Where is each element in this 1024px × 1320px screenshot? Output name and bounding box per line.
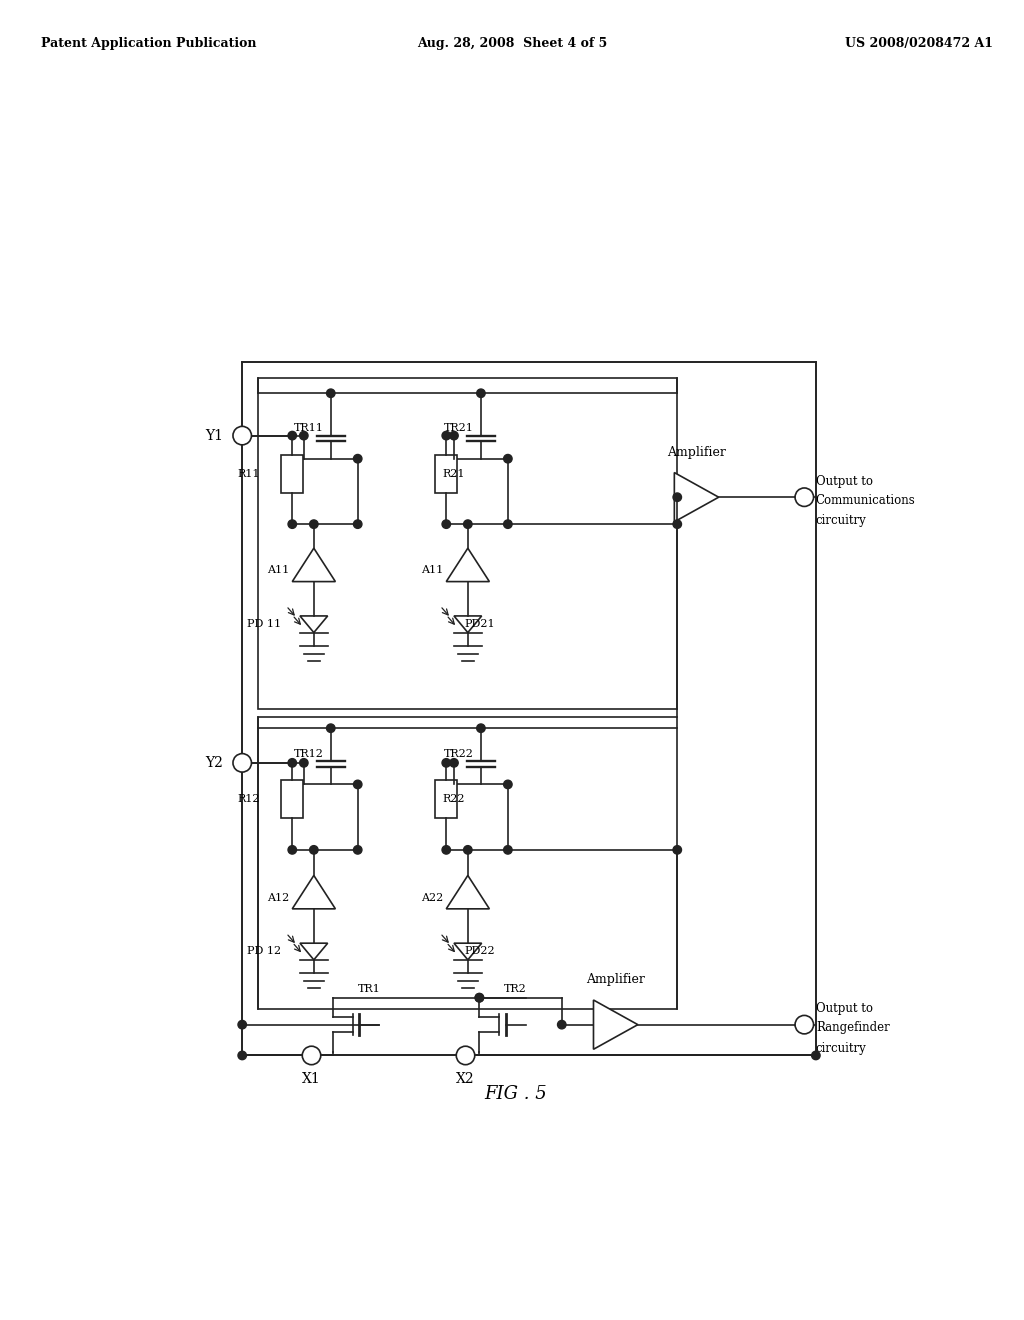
- Text: Amplifier: Amplifier: [586, 973, 645, 986]
- Circle shape: [557, 1020, 566, 1028]
- Bar: [435, 780, 457, 818]
- Text: A11: A11: [267, 565, 289, 576]
- Text: Y1: Y1: [205, 429, 223, 442]
- Bar: [282, 455, 303, 494]
- Circle shape: [812, 1051, 820, 1060]
- Circle shape: [288, 520, 297, 528]
- Bar: [435, 455, 457, 494]
- Text: A12: A12: [267, 892, 289, 903]
- Polygon shape: [446, 548, 489, 582]
- Text: TR1: TR1: [357, 983, 381, 994]
- Circle shape: [475, 994, 483, 1002]
- Text: PD 11: PD 11: [248, 619, 282, 630]
- Polygon shape: [675, 473, 719, 521]
- Circle shape: [442, 520, 451, 528]
- Circle shape: [673, 846, 682, 854]
- Text: circuitry: circuitry: [816, 515, 866, 527]
- Circle shape: [504, 520, 512, 528]
- Circle shape: [238, 1051, 247, 1060]
- Text: FIG . 5: FIG . 5: [484, 1085, 547, 1104]
- Circle shape: [464, 846, 472, 854]
- Circle shape: [442, 432, 451, 440]
- Circle shape: [288, 432, 297, 440]
- Text: Aug. 28, 2008  Sheet 4 of 5: Aug. 28, 2008 Sheet 4 of 5: [417, 37, 607, 50]
- Circle shape: [300, 432, 308, 440]
- Text: Rangefinder: Rangefinder: [816, 1022, 890, 1035]
- Text: R12: R12: [238, 795, 260, 804]
- Text: R22: R22: [442, 795, 465, 804]
- Text: Output to: Output to: [816, 1002, 872, 1015]
- Text: Y2: Y2: [205, 756, 223, 770]
- Circle shape: [309, 846, 318, 854]
- Text: Patent Application Publication: Patent Application Publication: [41, 37, 256, 50]
- Text: TR12: TR12: [294, 748, 324, 759]
- Circle shape: [504, 846, 512, 854]
- Text: A11: A11: [421, 565, 443, 576]
- Circle shape: [327, 389, 335, 397]
- Circle shape: [442, 759, 451, 767]
- Text: circuitry: circuitry: [816, 1041, 866, 1055]
- Circle shape: [288, 759, 297, 767]
- Polygon shape: [454, 616, 481, 632]
- Polygon shape: [300, 616, 328, 632]
- Circle shape: [673, 492, 682, 502]
- Polygon shape: [300, 944, 328, 960]
- Text: X2: X2: [457, 1072, 475, 1086]
- Circle shape: [353, 846, 361, 854]
- Circle shape: [795, 1015, 813, 1034]
- Text: PD 12: PD 12: [248, 946, 282, 957]
- Circle shape: [353, 780, 361, 788]
- Bar: [282, 780, 303, 818]
- Circle shape: [477, 389, 485, 397]
- Circle shape: [238, 1020, 247, 1028]
- Text: Communications: Communications: [816, 494, 915, 507]
- Polygon shape: [454, 944, 481, 960]
- Circle shape: [233, 754, 252, 772]
- Circle shape: [327, 723, 335, 733]
- Polygon shape: [292, 875, 336, 909]
- Text: Amplifier: Amplifier: [667, 446, 726, 459]
- Text: R11: R11: [238, 469, 260, 479]
- Circle shape: [464, 520, 472, 528]
- Circle shape: [300, 759, 308, 767]
- Circle shape: [442, 846, 451, 854]
- Circle shape: [288, 846, 297, 854]
- Circle shape: [673, 520, 682, 528]
- Text: Output to: Output to: [816, 475, 872, 488]
- Circle shape: [457, 1047, 475, 1065]
- Circle shape: [233, 426, 252, 445]
- Polygon shape: [446, 875, 489, 909]
- Circle shape: [504, 780, 512, 788]
- Circle shape: [450, 432, 458, 440]
- Bar: [243, 363, 816, 1056]
- Circle shape: [477, 723, 485, 733]
- Circle shape: [309, 520, 318, 528]
- Text: US 2008/0208472 A1: US 2008/0208472 A1: [845, 37, 993, 50]
- Polygon shape: [594, 1001, 638, 1049]
- Text: TR22: TR22: [444, 748, 474, 759]
- Text: TR2: TR2: [504, 983, 526, 994]
- Text: A22: A22: [421, 892, 443, 903]
- Circle shape: [450, 759, 458, 767]
- Text: TR21: TR21: [444, 424, 474, 433]
- Circle shape: [302, 1047, 321, 1065]
- Circle shape: [475, 994, 483, 1002]
- Polygon shape: [292, 548, 336, 582]
- Text: X1: X1: [302, 1072, 321, 1086]
- Text: PD22: PD22: [464, 946, 495, 957]
- Circle shape: [795, 488, 813, 507]
- Text: TR11: TR11: [294, 424, 324, 433]
- Circle shape: [353, 454, 361, 463]
- Text: PD21: PD21: [464, 619, 495, 630]
- Bar: [258, 378, 677, 709]
- Circle shape: [353, 520, 361, 528]
- Text: R21: R21: [442, 469, 465, 479]
- Bar: [258, 717, 677, 1010]
- Circle shape: [504, 454, 512, 463]
